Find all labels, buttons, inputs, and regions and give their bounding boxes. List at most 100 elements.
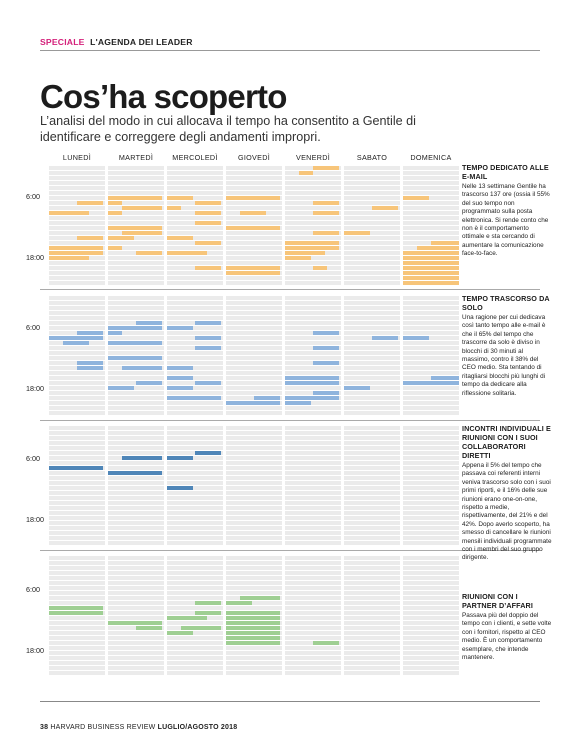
time-label-18: 18:00 <box>26 646 44 655</box>
solo-block <box>167 366 193 370</box>
page-subtitle: L’analisi del modo in cui allocava il te… <box>40 114 416 144</box>
email-block <box>108 226 162 230</box>
email-block <box>226 226 280 230</box>
day-header-row: LUNEDÌ MARTEDÌ MERCOLEDÌ GIOVEDÌ VENERDÌ… <box>0 153 580 165</box>
direct-reports-note-body: Appena il 5% del tempo che passava coi r… <box>462 462 552 562</box>
partner-meeting-block <box>313 641 339 645</box>
time-label-18: 18:00 <box>26 253 44 262</box>
email-block <box>240 211 266 215</box>
email-block <box>344 231 370 235</box>
section-divider <box>40 550 540 551</box>
day-column <box>344 296 400 416</box>
partner-meeting-block <box>226 641 280 645</box>
publication-name: HARVARD BUSINESS REVIEW <box>50 724 156 731</box>
section-header: SPECIALE L'AGENDA DEI LEADER <box>40 37 540 47</box>
email-block <box>313 266 327 270</box>
solo-block <box>108 331 122 335</box>
one-on-one-block <box>167 456 193 460</box>
partner-meeting-block <box>49 611 103 615</box>
email-block <box>108 201 122 205</box>
partner-meeting-block <box>226 621 280 625</box>
email-block <box>226 271 280 275</box>
email-block <box>49 256 89 260</box>
email-block <box>226 196 280 200</box>
page-footer: 38 HARVARD BUSINESS REVIEW LUGLIO/AGOSTO… <box>40 724 237 731</box>
solo-block <box>313 391 339 395</box>
direct-reports-note: INCONTRI INDIVIDUALI E RIUNIONI CON I SU… <box>462 424 552 563</box>
solo-block <box>313 361 339 365</box>
email-block <box>403 281 459 285</box>
one-on-one-block <box>49 466 103 470</box>
solo-block <box>285 401 311 405</box>
email-block <box>403 256 459 260</box>
partner-meeting-block <box>167 631 193 635</box>
email-block <box>122 206 162 210</box>
top-rule <box>40 50 540 51</box>
day-column <box>167 166 223 286</box>
day-column <box>344 166 400 286</box>
email-block <box>285 241 339 245</box>
solo-note-body: Una ragione per cui dedicava così tanto … <box>462 314 546 397</box>
one-on-one-block <box>167 486 193 490</box>
email-block <box>49 251 103 255</box>
solo-block <box>122 366 162 370</box>
email-note: TEMPO DEDICATO ALLE E-MAIL Nelle 13 sett… <box>462 163 552 259</box>
email-block <box>285 246 339 250</box>
email-block <box>313 166 339 170</box>
solo-note: TEMPO TRASCORSO DA SOLO Una ragione per … <box>462 294 552 398</box>
email-note-title: TEMPO DEDICATO ALLE E-MAIL <box>462 163 549 181</box>
solo-block <box>403 336 429 340</box>
time-label-6: 6:00 <box>26 585 40 594</box>
partner-meeting-block <box>195 611 221 615</box>
email-block <box>313 201 339 205</box>
email-block <box>403 196 429 200</box>
email-block <box>167 206 181 210</box>
day-column <box>403 296 459 416</box>
email-block <box>122 231 162 235</box>
day-column <box>285 556 341 676</box>
solo-block <box>63 341 89 345</box>
email-block <box>403 261 459 265</box>
partner-meeting-block <box>167 616 207 620</box>
solo-block <box>372 336 398 340</box>
day-column <box>49 296 105 416</box>
solo-block <box>313 346 339 350</box>
section-divider <box>40 420 540 421</box>
partners-note-title: RIUNIONI CON I PARTNER D’AFFARI <box>462 592 533 610</box>
email-block <box>167 236 193 240</box>
email-block <box>403 276 459 280</box>
email-block <box>108 211 122 215</box>
solo-block <box>285 396 339 400</box>
email-block <box>108 246 122 250</box>
email-block <box>403 266 459 270</box>
partner-meeting-block <box>108 621 162 625</box>
solo-block <box>49 336 103 340</box>
email-note-body: Nelle 13 settimane Gentile ha trascorso … <box>462 183 550 258</box>
email-block <box>403 271 459 275</box>
partner-meeting-block <box>49 606 103 610</box>
email-block <box>108 236 134 240</box>
email-block <box>285 251 325 255</box>
one-on-one-block <box>122 456 162 460</box>
email-block <box>372 206 398 210</box>
day-column <box>403 556 459 676</box>
email-block <box>195 241 221 245</box>
time-label-6: 6:00 <box>26 454 40 463</box>
time-label-18: 18:00 <box>26 384 44 393</box>
day-column <box>108 426 164 546</box>
partner-meeting-block <box>226 636 280 640</box>
one-on-one-block <box>108 471 162 475</box>
day-label-thursday: GIOVEDÌ <box>237 153 271 162</box>
email-block <box>431 241 459 245</box>
day-column <box>403 426 459 546</box>
day-label-monday: LUNEDÌ <box>62 153 92 162</box>
solo-block <box>108 386 134 390</box>
email-block <box>77 201 103 205</box>
solo-block <box>403 381 459 385</box>
day-label-sunday: DOMENICA <box>410 153 452 162</box>
time-label-6: 6:00 <box>26 323 40 332</box>
day-column <box>344 426 400 546</box>
day-column <box>226 426 282 546</box>
email-block <box>195 221 221 225</box>
solo-block <box>226 401 280 405</box>
